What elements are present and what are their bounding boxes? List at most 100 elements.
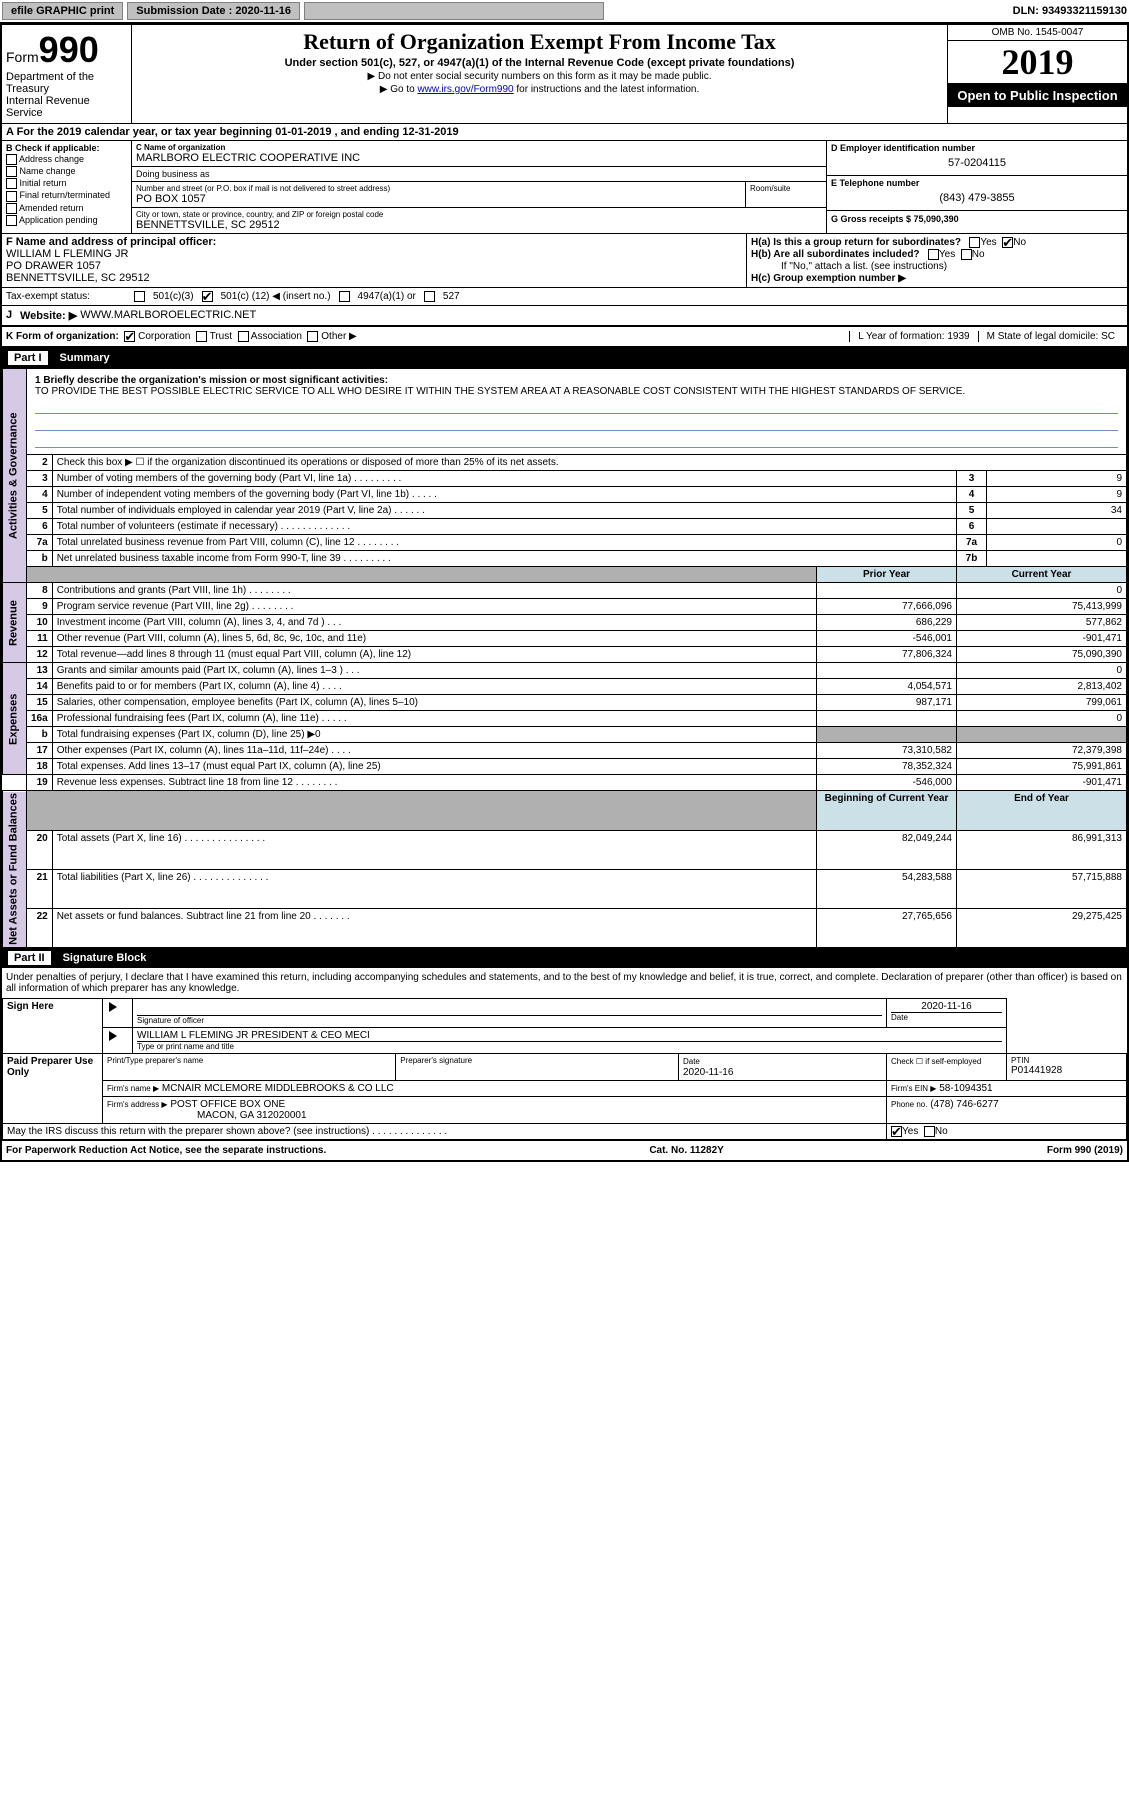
hc-line: H(c) Group exemption number ▶ [751, 273, 1123, 284]
hb-no-check[interactable] [961, 249, 972, 260]
current-value: 799,061 [957, 695, 1127, 711]
form-header: Form990 Department of the Treasury Inter… [2, 25, 1127, 124]
line-desc: Net unrelated business taxable income fr… [52, 551, 956, 567]
firm-name-value: MCNAIR MCLEMORE MIDDLEBROOKS & CO LLC [162, 1083, 394, 1094]
table-row: 7aTotal unrelated business revenue from … [3, 535, 1127, 551]
prep-sig-label: Preparer's signature [400, 1056, 674, 1065]
open-inspection: Open to Public Inspection [948, 84, 1127, 107]
footer-right: Form 990 (2019) [1047, 1145, 1123, 1156]
current-value: 2,813,402 [957, 679, 1127, 695]
sig-date-value: 2020-11-16 [891, 1001, 1002, 1012]
line-num: 15 [27, 695, 53, 711]
line-desc: Investment income (Part VIII, column (A)… [52, 615, 816, 631]
prep-date-value: 2020-11-16 [683, 1067, 733, 1078]
city-label: City or town, state or province, country… [136, 210, 822, 219]
ha-no-check[interactable] [1002, 237, 1013, 248]
irs-link[interactable]: www.irs.gov/Form990 [417, 84, 513, 95]
line-desc: Other expenses (Part IX, column (A), lin… [52, 743, 816, 759]
line-desc: Grants and similar amounts paid (Part IX… [52, 663, 816, 679]
dba-cell: Doing business as [132, 167, 826, 182]
check-4947[interactable] [339, 291, 350, 302]
check-address-change[interactable]: Address change [6, 154, 127, 165]
check-other[interactable] [307, 331, 318, 342]
section-fh-row: F Name and address of principal officer:… [2, 234, 1127, 288]
check-527[interactable] [424, 291, 435, 302]
k-form-org: K Form of organization: Corporation Trus… [6, 331, 849, 342]
check-501c[interactable] [202, 291, 213, 302]
website-row: J Website: ▶ WWW.MARLBOROELECTRIC.NET [2, 306, 1127, 327]
line-value: 34 [987, 503, 1127, 519]
discuss-yes-check[interactable] [891, 1126, 902, 1137]
ha-no-label: No [1013, 237, 1026, 248]
room-cell: Room/suite [746, 182, 826, 207]
line1-label: 1 Briefly describe the organization's mi… [35, 375, 388, 386]
sig-officer-label: Signature of officer [137, 1015, 882, 1025]
paid-preparer-label: Paid Preparer Use Only [3, 1054, 103, 1124]
blank-button [304, 2, 604, 20]
part2-title: Signature Block [63, 952, 147, 964]
firm-phone-label: Phone no. [891, 1100, 927, 1109]
table-row: 5Total number of individuals employed in… [3, 503, 1127, 519]
table-row: 17Other expenses (Part IX, column (A), l… [3, 743, 1127, 759]
prior-value: 77,666,096 [817, 599, 957, 615]
line-num: 4 [27, 487, 53, 503]
line-desc: Number of voting members of the governin… [52, 471, 956, 487]
line1-cell: 1 Briefly describe the organization's mi… [27, 369, 1127, 455]
current-value: -901,471 [957, 775, 1127, 791]
firm-ein-label: Firm's EIN ▶ [891, 1084, 936, 1093]
ha-label: H(a) Is this a group return for subordin… [751, 237, 961, 248]
form-990-number: 990 [39, 29, 99, 70]
table-row: 19Revenue less expenses. Subtract line 1… [3, 775, 1127, 791]
city-value: BENNETTSVILLE, SC 29512 [136, 219, 822, 231]
side-governance: Activities & Governance [3, 369, 27, 583]
submission-date-button[interactable]: Submission Date : 2020-11-16 [127, 2, 300, 20]
current-year-header: Current Year [957, 567, 1127, 583]
table-row: Expenses13Grants and similar amounts pai… [3, 663, 1127, 679]
room-label: Room/suite [750, 184, 822, 193]
sign-here-label: Sign Here [3, 999, 103, 1054]
street-label: Number and street (or P.O. box if mail i… [136, 184, 741, 193]
check-association[interactable] [238, 331, 249, 342]
check-trust[interactable] [196, 331, 207, 342]
discuss-no-check[interactable] [924, 1126, 935, 1137]
current-value: 577,862 [957, 615, 1127, 631]
line-desc: Total expenses. Add lines 13–17 (must eq… [52, 759, 816, 775]
check-initial-return[interactable]: Initial return [6, 178, 127, 189]
check-final-return[interactable]: Final return/terminated [6, 190, 127, 201]
prior-value: 686,229 [817, 615, 957, 631]
efile-button[interactable]: efile GRAPHIC print [2, 2, 123, 20]
prep-name-label: Print/Type preparer's name [107, 1056, 391, 1065]
check-corporation[interactable] [124, 331, 135, 342]
part2-label: Part II [8, 951, 51, 965]
header-mid: Return of Organization Exempt From Incom… [132, 25, 947, 123]
check-501c3[interactable] [134, 291, 145, 302]
dept-label: Department of the Treasury [6, 71, 127, 95]
phone-label: E Telephone number [831, 178, 1123, 188]
line-num: 22 [27, 909, 53, 948]
part1-header: Part I Summary [2, 348, 1127, 368]
ptin-value: P01441928 [1011, 1065, 1122, 1076]
line-desc: Benefits paid to or for members (Part IX… [52, 679, 816, 695]
line-num: 10 [27, 615, 53, 631]
table-row: 21Total liabilities (Part X, line 26) . … [3, 869, 1127, 908]
section-d: D Employer identification number 57-0204… [827, 141, 1127, 176]
check-application-pending[interactable]: Application pending [6, 215, 127, 226]
line-box: 7a [957, 535, 987, 551]
prior-value: 73,310,582 [817, 743, 957, 759]
line-value: 0 [987, 535, 1127, 551]
address-row: Number and street (or P.O. box if mail i… [132, 182, 826, 207]
firm-addr1-value: POST OFFICE BOX ONE [170, 1099, 285, 1110]
k-row: K Form of organization: Corporation Trus… [2, 327, 1127, 348]
top-toolbar: efile GRAPHIC print Submission Date : 20… [0, 0, 1129, 23]
check-self-cell: Check ☐ if self-employed [887, 1054, 1007, 1081]
header-left: Form990 Department of the Treasury Inter… [2, 25, 132, 123]
check-amended-return[interactable]: Amended return [6, 203, 127, 214]
discuss-yesno: Yes No [887, 1124, 1127, 1140]
line2-desc: Check this box ▶ ☐ if the organization d… [52, 455, 1126, 471]
prep-sig-cell: Preparer's signature [396, 1054, 679, 1081]
end-year-header: End of Year [957, 791, 1127, 830]
check-name-change[interactable]: Name change [6, 166, 127, 177]
part1-label: Part I [8, 351, 48, 365]
hb-yes-check[interactable] [928, 249, 939, 260]
ha-yes-check[interactable] [969, 237, 980, 248]
